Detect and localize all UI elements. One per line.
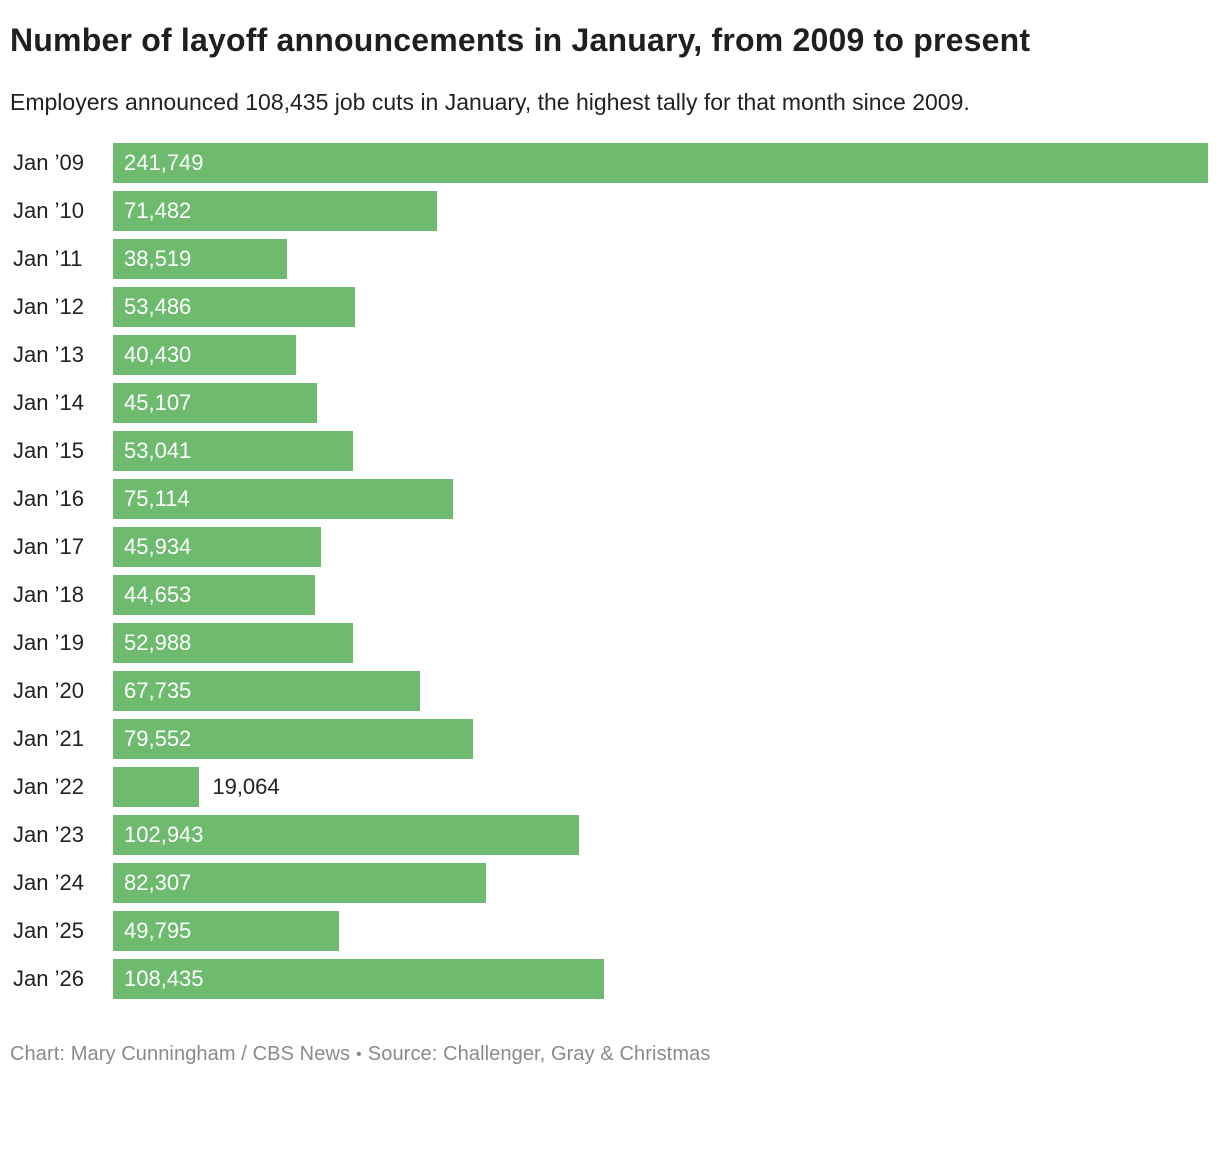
bar: 53,486 [113, 287, 356, 327]
bar-track: 67,735 [113, 671, 1208, 711]
bar-track: 49,795 [113, 911, 1208, 951]
bar-track: 241,749 [113, 143, 1208, 183]
bar-value-label: 82,307 [124, 870, 192, 895]
category-label: Jan ’16 [13, 486, 84, 511]
bar-row: Jan ’11 38,519 [10, 235, 1208, 283]
category-label: Jan ’22 [13, 774, 84, 799]
bar-row: Jan ’20 67,735 [10, 667, 1208, 715]
chart-footer: Chart: Mary Cunningham / CBS News • Source… [10, 1043, 1208, 1066]
bar-track: 52,988 [113, 623, 1208, 663]
bar-row: Jan ’24 82,307 [10, 859, 1208, 907]
bar-row: Jan ’18 44,653 [10, 571, 1208, 619]
bar-track: 79,552 [113, 719, 1208, 759]
bar-track: 19,064 [113, 767, 1208, 807]
bar-row: Jan ’10 71,482 [10, 187, 1208, 235]
bar-value-label: 44,653 [124, 582, 192, 607]
bar-row: Jan ’15 53,041 [10, 427, 1208, 475]
bar-value-label: 102,943 [124, 822, 204, 847]
bar-track: 82,307 [113, 863, 1208, 903]
bar-value-label: 38,519 [124, 246, 192, 271]
bar-row: Jan ’17 45,934 [10, 523, 1208, 571]
footer-separator: • [356, 1046, 362, 1063]
bar-track: 53,041 [113, 431, 1208, 471]
bar: 53,041 [113, 431, 354, 471]
bar-value-label: 19,064 [212, 774, 280, 799]
category-label: Jan ’09 [13, 150, 84, 175]
bar: 45,107 [113, 383, 318, 423]
bar-track: 40,430 [113, 335, 1208, 375]
category-label: Jan ’23 [13, 822, 84, 847]
category-label: Jan ’25 [13, 918, 84, 943]
chart-credit: Chart: Mary Cunningham / CBS News [10, 1043, 351, 1065]
bar-value-label: 53,486 [124, 294, 192, 319]
bar: 67,735 [113, 671, 420, 711]
category-label: Jan ’21 [13, 726, 84, 751]
bar-track: 45,934 [113, 527, 1208, 567]
bar-value-label: 49,795 [124, 918, 192, 943]
bar-value-label: 45,934 [124, 534, 192, 559]
bar: 52,988 [113, 623, 353, 663]
bar-value-label: 108,435 [124, 966, 204, 991]
bar-track: 44,653 [113, 575, 1208, 615]
bar: 38,519 [113, 239, 288, 279]
bar-row: Jan ’22 19,064 [10, 763, 1208, 811]
category-label: Jan ’15 [13, 438, 84, 463]
chart-source: Source: Challenger, Gray & Christmas [367, 1043, 711, 1065]
category-label: Jan ’10 [13, 198, 84, 223]
bar: 102,943 [113, 815, 580, 855]
bar-row: Jan ’09 241,749 [10, 139, 1208, 187]
category-label: Jan ’19 [13, 630, 84, 655]
category-label: Jan ’18 [13, 582, 84, 607]
bar: 71,482 [113, 191, 437, 231]
bar-row: Jan ’14 45,107 [10, 379, 1208, 427]
category-label: Jan ’26 [13, 966, 84, 991]
bar-value-label: 67,735 [124, 678, 192, 703]
bar: 79,552 [113, 719, 474, 759]
bar: 241,749 [113, 143, 1208, 183]
bar-row: Jan ’19 52,988 [10, 619, 1208, 667]
bar-value-label: 71,482 [124, 198, 192, 223]
bar: 44,653 [113, 575, 316, 615]
category-label: Jan ’20 [13, 678, 84, 703]
bar-rows: Jan ’09 241,749 Jan ’10 71,482 Jan ’11 3… [10, 139, 1208, 1003]
chart-subtitle: Employers announced 108,435 job cuts in … [10, 89, 970, 115]
category-label: Jan ’13 [13, 342, 84, 367]
bar-value-label: 40,430 [124, 342, 192, 367]
bar-track: 102,943 [113, 815, 1208, 855]
bar [113, 767, 200, 807]
bar-value-label: 75,114 [124, 486, 190, 511]
bar-value-label: 45,107 [124, 390, 192, 415]
category-label: Jan ’11 [13, 246, 83, 271]
bar: 40,430 [113, 335, 297, 375]
bar: 75,114 [113, 479, 454, 519]
bar-track: 38,519 [113, 239, 1208, 279]
bar-track: 75,114 [113, 479, 1208, 519]
bar-track: 71,482 [113, 191, 1208, 231]
bar-track: 108,435 [113, 959, 1208, 999]
bar: 49,795 [113, 911, 339, 951]
bar-track: 53,486 [113, 287, 1208, 327]
bar-value-label: 53,041 [124, 438, 192, 463]
bar-row: Jan ’13 40,430 [10, 331, 1208, 379]
bar-row: Jan ’21 79,552 [10, 715, 1208, 763]
bar-row: Jan ’16 75,114 [10, 475, 1208, 523]
category-label: Jan ’24 [13, 870, 84, 895]
bar-value-label: 52,988 [124, 630, 192, 655]
bar-track: 45,107 [113, 383, 1208, 423]
bar-row: Jan ’26 108,435 [10, 955, 1208, 1003]
category-label: Jan ’12 [13, 294, 84, 319]
category-label: Jan ’14 [13, 390, 84, 415]
bar-row: Jan ’23 102,943 [10, 811, 1208, 859]
bar-row: Jan ’25 49,795 [10, 907, 1208, 955]
bar: 108,435 [113, 959, 605, 999]
bar-value-label: 79,552 [124, 726, 192, 751]
bar-row: Jan ’12 53,486 [10, 283, 1208, 331]
bar: 82,307 [113, 863, 486, 903]
category-label: Jan ’17 [13, 534, 84, 559]
bar-value-label: 241,749 [124, 150, 204, 175]
bar: 45,934 [113, 527, 322, 567]
chart-title: Number of layoff announcements in Januar… [10, 22, 1031, 58]
